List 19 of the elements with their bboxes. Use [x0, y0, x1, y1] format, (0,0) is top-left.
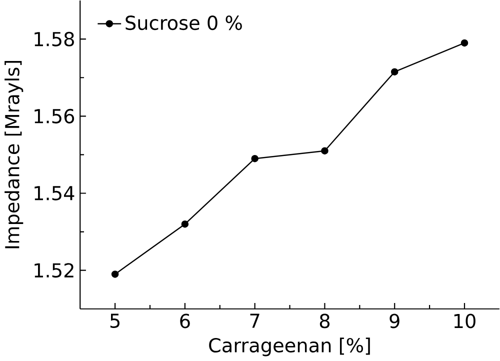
y-axis-title: Impedance [Mrayls] — [4, 61, 24, 248]
y-tick-label: 1.58 — [34, 32, 74, 46]
point — [111, 270, 119, 278]
point — [181, 220, 189, 228]
y-tick-label: 1.52 — [34, 263, 74, 278]
x-tick-label: 6 — [180, 314, 190, 328]
x-tick-label: 9 — [390, 314, 400, 328]
point — [321, 147, 328, 155]
x-tick-label: 8 — [320, 314, 330, 328]
legend-label: Sucrose 0 % — [126, 16, 242, 30]
point — [251, 155, 258, 162]
y-tick-label: 1.54 — [34, 186, 74, 201]
x-tick-label: 5 — [110, 314, 120, 328]
point — [390, 68, 398, 76]
x-tick-label: 10 — [454, 314, 476, 328]
point — [460, 39, 468, 47]
x-axis-title: Carrageenan [%] — [209, 338, 370, 356]
y-tick-label: 1.56 — [34, 109, 74, 124]
x-tick-label: 7 — [250, 314, 260, 328]
